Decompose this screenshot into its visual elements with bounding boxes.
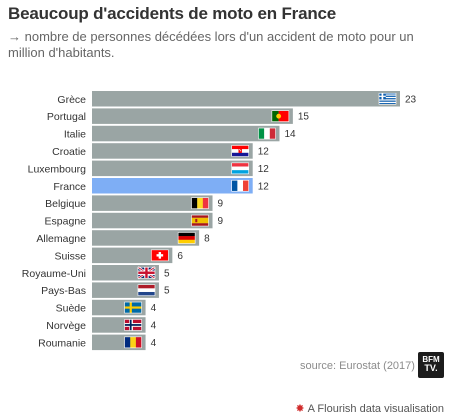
category-label: Belgique	[45, 198, 86, 210]
category-label: Roumanie	[38, 337, 86, 349]
category-label: Luxembourg	[28, 163, 87, 175]
bfmtv-logo: BFM TV.	[418, 352, 444, 378]
norway-flag-icon	[124, 319, 142, 331]
category-label: Croatie	[52, 146, 86, 158]
value-label: 12	[258, 146, 270, 157]
portugal-flag-icon	[271, 110, 290, 122]
germany-flag-icon	[177, 232, 196, 244]
france-flag-icon	[231, 179, 249, 192]
bar-allemagne[interactable]	[92, 230, 200, 246]
luxembourg-flag-icon	[231, 162, 249, 175]
switzerland-flag-icon	[151, 249, 169, 262]
category-label: Portugal	[47, 111, 86, 123]
bar-portugal[interactable]	[92, 108, 293, 124]
value-label: 4	[151, 320, 157, 331]
flourish-logo-icon: ✸	[295, 403, 305, 415]
flourish-credit[interactable]: ✸ A Flourish data visualisation	[295, 402, 444, 415]
logo-line1: BFM	[422, 355, 440, 364]
chart-subtitle: → nombre de personnes décédées lors d'un…	[8, 29, 414, 60]
bar-france[interactable]	[92, 178, 253, 194]
chart-title: Beaucoup d'accidents de moto en France	[8, 4, 337, 23]
bar-grèce[interactable]	[92, 91, 400, 107]
value-label: 12	[258, 164, 270, 175]
flourish-credit-label: A Flourish data visualisation	[307, 403, 444, 415]
value-label: 23	[405, 94, 417, 105]
belgium-flag-icon	[191, 197, 209, 209]
value-label: 9	[218, 216, 224, 227]
value-label: 5	[164, 268, 170, 279]
value-label: 9	[218, 199, 224, 210]
category-label: Italie	[64, 129, 86, 141]
value-label: 14	[284, 129, 296, 140]
category-label: Allemagne	[36, 233, 86, 245]
value-label: 5	[164, 286, 170, 297]
uk-flag-icon	[137, 266, 156, 280]
value-label: 6	[177, 251, 183, 262]
category-label: Suède	[56, 303, 87, 315]
value-label: 12	[258, 181, 270, 192]
bar-belgique[interactable]	[92, 195, 213, 211]
value-label: 4	[151, 338, 157, 349]
sweden-flag-icon	[124, 301, 142, 314]
category-label: Espagne	[45, 216, 87, 228]
value-label: 15	[298, 112, 310, 123]
category-label: Norvège	[46, 320, 86, 332]
spain-flag-icon	[191, 214, 209, 227]
italy-flag-icon	[258, 127, 276, 140]
bar-italie[interactable]	[92, 125, 280, 142]
category-label: Grèce	[57, 94, 86, 106]
greece-flag-icon	[378, 92, 397, 105]
logo-line2: TV.	[424, 363, 438, 373]
netherlands-flag-icon	[137, 284, 156, 296]
romania-flag-icon	[124, 336, 142, 349]
category-label: Royaume-Uni	[22, 268, 86, 280]
value-label: 8	[204, 233, 210, 244]
croatia-flag-icon	[231, 145, 249, 157]
category-label: Suisse	[54, 250, 86, 262]
category-label: France	[53, 181, 86, 193]
bar-luxembourg[interactable]	[92, 160, 253, 177]
bar-espagne[interactable]	[92, 212, 213, 229]
bar-croatie[interactable]	[92, 143, 253, 159]
category-label: Pays-Bas	[41, 285, 86, 297]
source-note: source: Eurostat (2017)	[300, 360, 415, 372]
value-label: 4	[151, 303, 157, 314]
